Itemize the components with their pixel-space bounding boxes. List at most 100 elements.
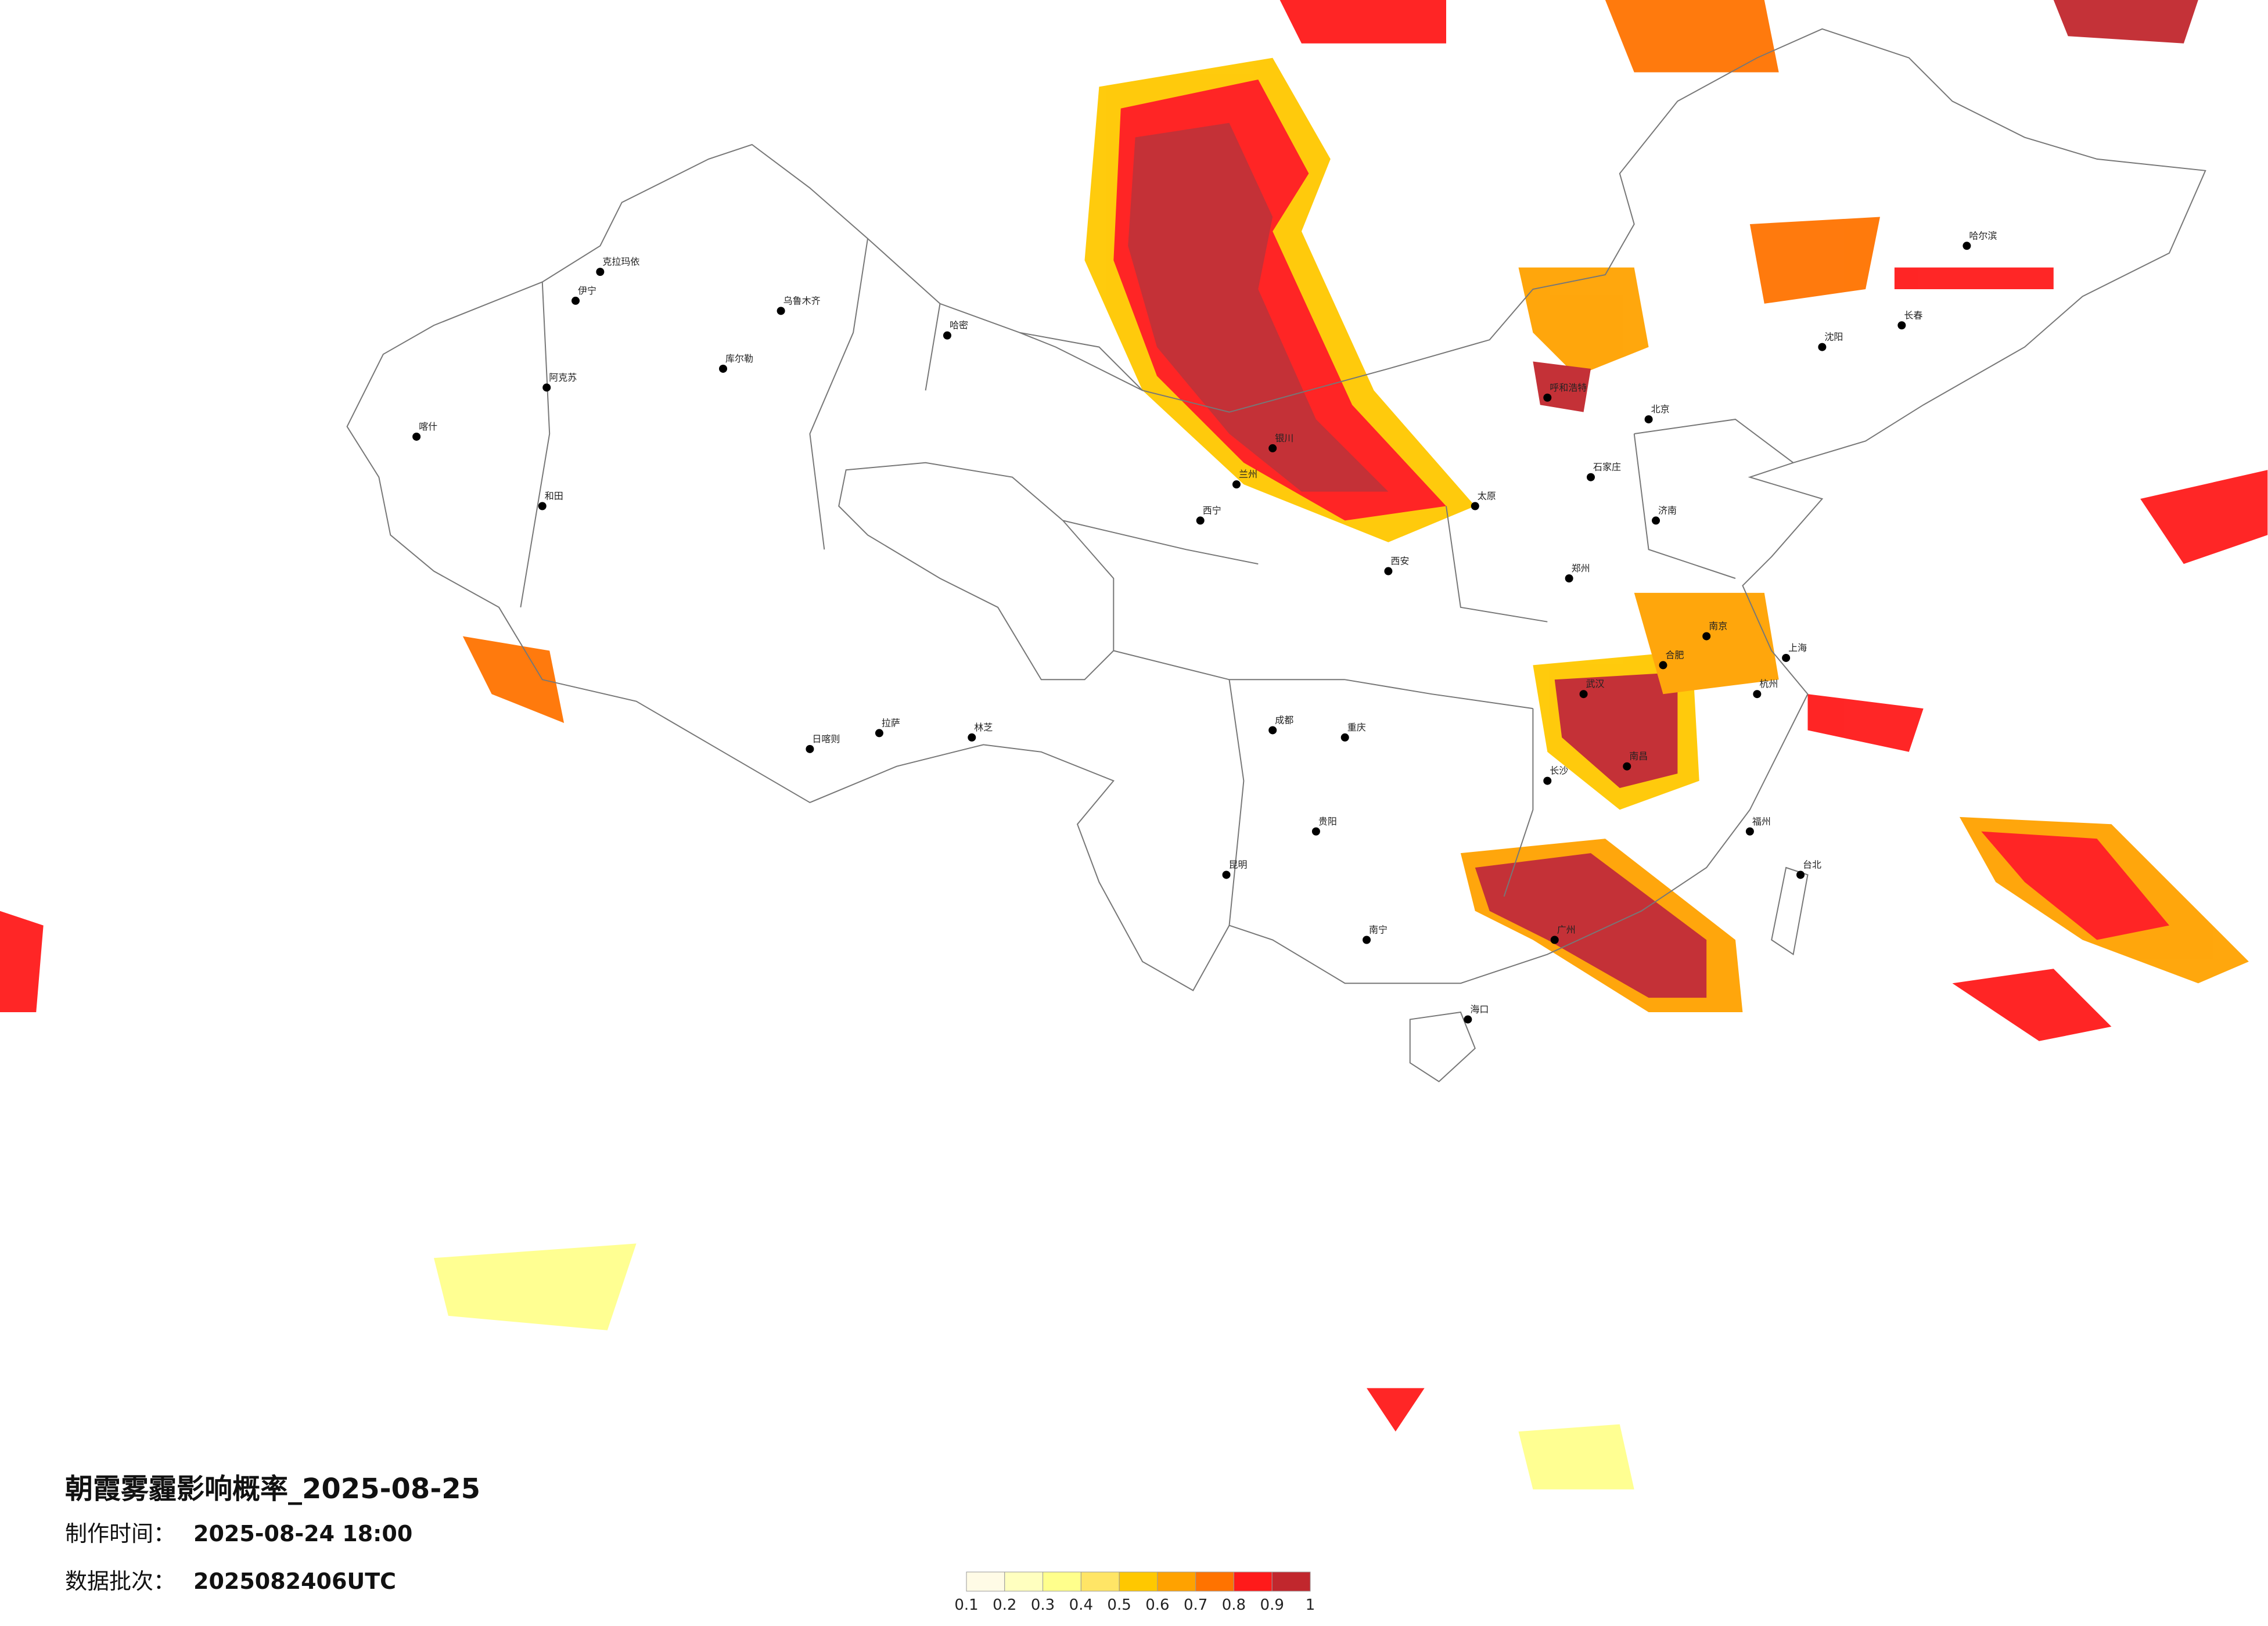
city-label: 上海 [1788,642,1807,653]
city-label: 太原 [1478,491,1496,502]
city-label: 南京 [1709,621,1727,632]
city-label: 林芝 [974,722,993,733]
city-label: 昆明 [1229,859,1248,870]
legend-swatch [1119,1571,1158,1592]
city-label: 广州 [1557,924,1576,936]
city-dot [1745,827,1754,836]
city-dot [542,383,551,392]
city-dot [1587,473,1595,481]
city-label: 石家庄 [1593,462,1621,473]
city-label: 杭州 [1759,678,1778,689]
city-dot [1268,444,1277,452]
city-dot [968,733,976,742]
city-label: 库尔勒 [725,353,753,364]
borders [346,28,2206,1082]
city-label: 台北 [1803,859,1821,870]
city-label: 银川 [1275,433,1293,444]
city-label: 长春 [1904,310,1922,321]
city-dot [596,268,605,276]
city-dot [875,729,883,738]
city-dot [1659,661,1667,670]
city-label: 喀什 [419,421,437,432]
city-label: 济南 [1658,505,1677,516]
legend-tick-label: 0.2 [993,1596,1016,1614]
city-dot [1644,415,1653,424]
city-label: 沈阳 [1824,332,1843,343]
legend-tick-label: 0.5 [1107,1596,1131,1614]
city-dot [1311,827,1320,836]
city-dot [1543,393,1552,402]
city-label: 北京 [1651,404,1670,415]
legend-tick-label: 0.8 [1222,1596,1246,1614]
legend-tick-label: 0.3 [1031,1596,1055,1614]
city-label: 成都 [1275,714,1293,725]
legend-tick-label: 0.9 [1260,1596,1284,1614]
city-dot [1818,343,1827,351]
city-label: 重庆 [1347,722,1366,733]
city-label: 南宁 [1369,924,1388,936]
legend-swatch [1004,1571,1044,1592]
city-dot [572,296,580,305]
city-label: 和田 [545,491,563,502]
made-label: 制作时间： [65,1521,175,1546]
city-label: 合肥 [1666,649,1684,660]
city-label: 南昌 [1629,751,1648,762]
city-dot [777,307,785,315]
city-dot [1963,242,1971,250]
city-dot [1623,762,1631,771]
city-label: 克拉玛依 [602,256,639,267]
city-label: 西安 [1390,556,1409,567]
legend-swatch [1157,1571,1196,1592]
city-dot [1702,632,1711,641]
city-dot [1565,574,1573,582]
city-label: 拉萨 [882,717,900,728]
city-dot [412,432,421,441]
title: 朝霞雾霾影响概率_2025-08-25 [65,1473,480,1505]
city-dot [1652,516,1660,525]
city-dot [806,744,814,753]
legend: 0.1 0.2 0.3 0.4 0.5 0.6 0.7 0.8 0.9 1 [954,1571,1315,1614]
batch-label: 数据批次： [65,1569,175,1594]
legend-swatch [966,1571,1005,1592]
city-dot [1897,321,1906,330]
city-dot [1550,936,1559,944]
legend-swatch [1271,1571,1311,1592]
legend-swatch [1233,1571,1273,1592]
city-dot [719,364,727,373]
legend-swatch [1080,1571,1120,1592]
city-label: 海口 [1470,1003,1489,1015]
legend-swatch [1195,1571,1234,1592]
city-dot [1196,516,1205,525]
city-dot [1753,690,1762,699]
city-label: 乌鲁木齐 [783,295,821,306]
city-dot [1782,653,1791,662]
city-dot [1464,1015,1472,1024]
city-label: 武汉 [1586,678,1605,689]
legend-tick-label: 0.4 [1069,1596,1093,1614]
city-dot [1796,870,1805,879]
city-dot [1579,690,1588,699]
city-dot [1232,480,1241,489]
city-label: 哈尔滨 [1969,230,1997,241]
city-label: 贵阳 [1318,816,1337,827]
probability-field [0,0,2268,1490]
batch-value: 2025082406UTC [193,1569,396,1594]
city-dot [1340,733,1349,742]
city-label: 兰州 [1239,469,1257,480]
city-dot [1268,726,1277,735]
city-label: 日喀则 [812,733,840,744]
map [0,0,2268,1490]
city-dot [1363,936,1371,944]
city-label: 哈密 [950,320,968,331]
legend-swatch [1043,1571,1081,1592]
city-dot [943,331,951,340]
city-label: 呼和浩特 [1550,382,1587,393]
city-dot [1543,776,1552,785]
city-dot [538,502,547,510]
city-label: 长沙 [1550,765,1568,776]
city-dot [1384,567,1393,575]
city-label: 西宁 [1203,505,1221,516]
city-dot [1471,502,1479,510]
